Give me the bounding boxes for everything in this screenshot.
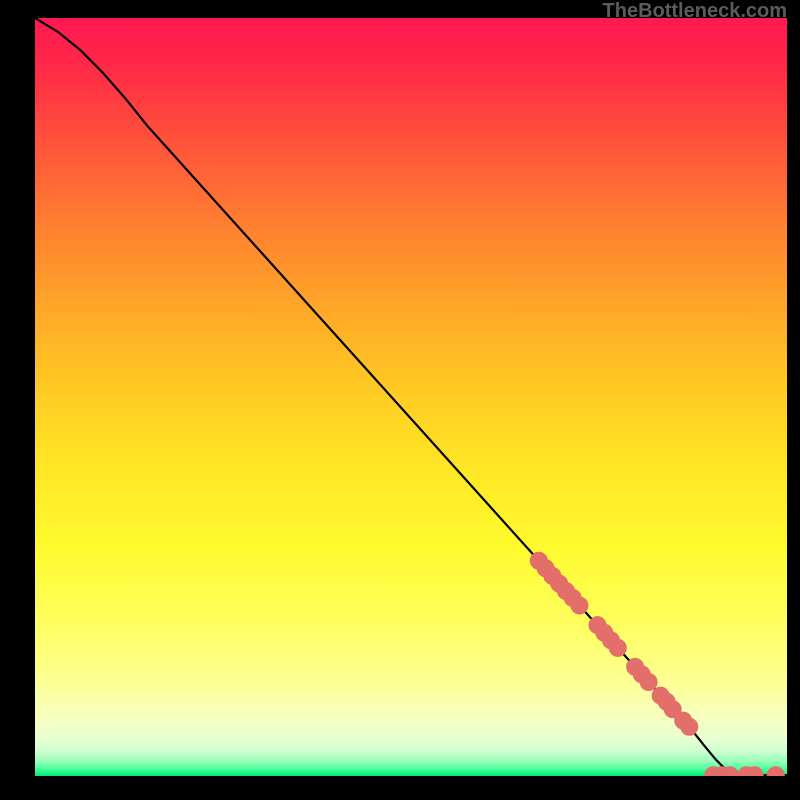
chart-background-gradient	[35, 18, 787, 776]
watermark-text: TheBottleneck.com	[603, 0, 787, 23]
chart-plot-area	[35, 18, 787, 776]
